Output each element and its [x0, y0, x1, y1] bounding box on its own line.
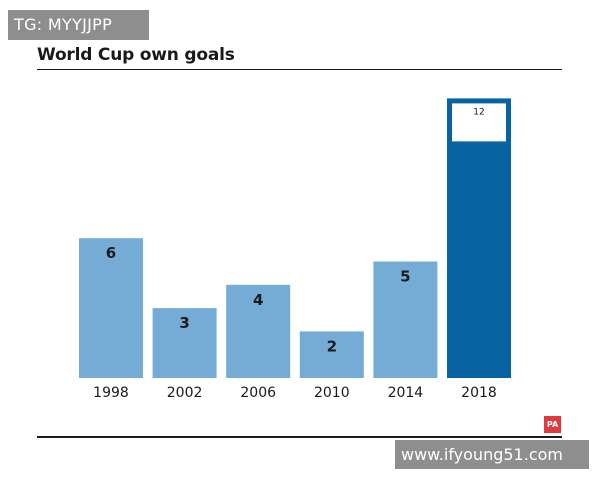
bar-2002 [152, 308, 217, 378]
data-label-2006: 4 [253, 291, 263, 309]
data-label-2014: 5 [400, 268, 410, 286]
x-tick-1998: 1998 [93, 385, 129, 401]
x-tick-2018: 2018 [461, 385, 497, 401]
x-tick-2006: 2006 [240, 385, 276, 401]
bar-label-box-2018 [452, 103, 506, 142]
bar-1998 [79, 238, 143, 378]
x-tick-2002: 2002 [167, 385, 203, 401]
bar-2010 [299, 331, 364, 378]
data-label-2002: 3 [179, 314, 189, 332]
watermark-bottom: www.ifyoung51.com [395, 440, 589, 469]
footer-rule [37, 436, 562, 438]
data-label-2018: 12 [473, 107, 484, 117]
title-rule [37, 69, 562, 70]
bar-2014 [373, 261, 438, 378]
x-tick-2010: 2010 [314, 385, 350, 401]
bar-2018 [447, 98, 511, 379]
data-label-1998: 6 [106, 244, 116, 262]
watermark-top: TG: MYYJJPP [8, 10, 149, 40]
bar-2006 [226, 284, 291, 378]
chart-title: World Cup own goals [37, 45, 235, 65]
x-tick-2014: 2014 [388, 385, 424, 401]
pa-logo: PA [544, 416, 561, 433]
data-label-2010: 2 [327, 337, 337, 355]
